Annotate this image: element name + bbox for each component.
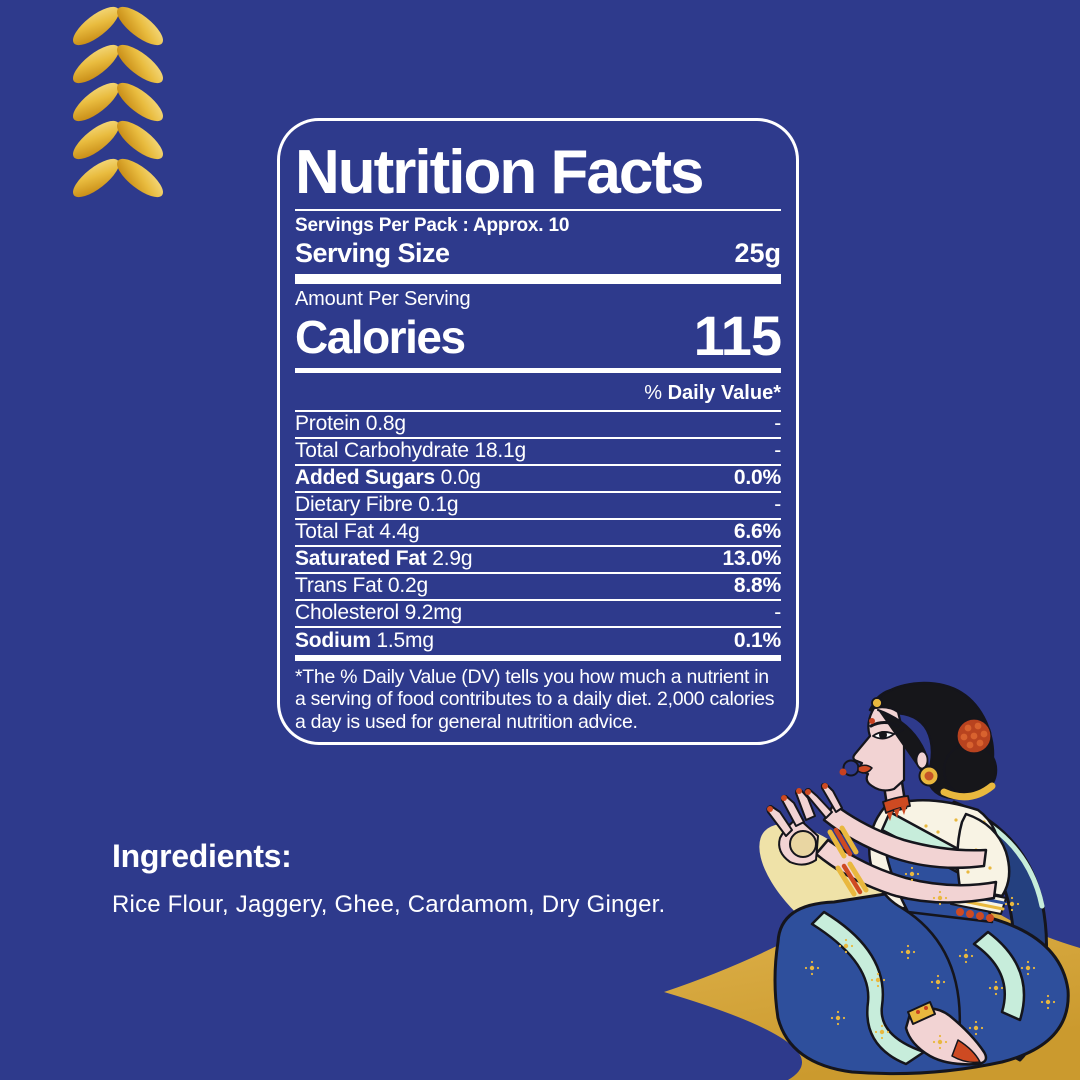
serving-size-label: Serving Size (295, 237, 450, 268)
calories-value: 115 (693, 303, 782, 367)
eyebrow (869, 721, 900, 728)
bangles (827, 825, 869, 897)
nutrient-label: Sodium 1.5mg (295, 629, 434, 653)
nutrient-label: Added Sugars 0.0g (295, 466, 481, 490)
seated-woman-illustration (664, 681, 1080, 1080)
nutrient-label: Total Carbohydrate 18.1g (295, 439, 527, 463)
nutrient-label: Total Fat 4.4g (295, 520, 420, 544)
serving-size-value: 25g (734, 237, 781, 268)
wheat-chevrons-icon (67, 2, 169, 198)
nutrient-value: 0.0% (733, 466, 781, 490)
daily-value-header: % Daily Value* (644, 381, 781, 404)
nutrient-row: Cholesterol 9.2mg - (295, 601, 781, 628)
nutrient-label: Cholesterol 9.2mg (295, 601, 463, 625)
nutrient-value: - (774, 412, 781, 436)
nutrient-label: Trans Fat 0.2g (295, 574, 428, 598)
section-divider-thick (295, 273, 781, 284)
amount-per-serving: Amount Per Serving (295, 287, 471, 310)
nutrient-row: Trans Fat 0.2g 8.8% (295, 574, 781, 601)
title-divider (295, 208, 781, 211)
calories-label: Calories (295, 310, 466, 363)
front-arm (814, 838, 998, 904)
hands (766, 782, 843, 866)
calories-divider (295, 367, 781, 373)
woman-figure (766, 681, 1070, 1076)
footer-divider-thick (295, 654, 781, 661)
nutrient-value: 6.6% (733, 520, 781, 544)
laddu-ball (789, 830, 817, 858)
serving-size-row: Serving Size 25g (295, 238, 781, 268)
nutrient-rows: Protein 0.8g - Total Carbohydrate 18.1g - Ad… (295, 409, 781, 655)
nutrient-value: - (774, 439, 781, 463)
ingredients-heading: Ingredients: (112, 838, 292, 874)
nutrient-value: 8.8% (733, 574, 781, 598)
nutrient-row: Total Carbohydrate 18.1g - (295, 439, 781, 466)
nutrient-row: Saturated Fat 2.9g 13.0% (295, 547, 781, 574)
nutrient-row: Added Sugars 0.0g 0.0% (295, 466, 781, 493)
anklet (907, 1001, 936, 1025)
nutrient-value: 0.1% (733, 629, 781, 653)
nutrient-value: 13.0% (722, 547, 781, 571)
calories-row: Calories 115 (295, 303, 782, 367)
nutrient-row: Protein 0.8g - (295, 412, 781, 439)
nutrient-row: Sodium 1.5mg 0.1% (295, 628, 781, 655)
maang-tikka (871, 697, 883, 709)
sari-border-ribbon (810, 910, 926, 1066)
nutrient-label: Protein 0.8g (295, 412, 406, 436)
servings-per-pack: Servings Per Pack : Approx. 10 (295, 214, 570, 236)
nutrient-label: Saturated Fat 2.9g (295, 547, 473, 571)
bindi (869, 718, 875, 724)
ingredients-block: Ingredients: Rice Flour, Jaggery, Ghee, … (112, 838, 665, 919)
ingredients-text: Rice Flour, Jaggery, Ghee, Cardamom, Dry… (112, 891, 666, 918)
necklace (882, 795, 911, 814)
panel-title: Nutrition Facts (295, 138, 704, 207)
nutrient-value: - (774, 601, 781, 625)
nutrient-row: Dietary Fibre 0.1g - (295, 493, 781, 520)
bun-flowers (956, 718, 992, 754)
bun-gold-band (940, 782, 996, 801)
nutrient-row: Total Fat 4.4g 6.6% (295, 520, 781, 547)
nutrient-value: - (774, 493, 781, 517)
ear (915, 750, 929, 770)
lips (857, 764, 873, 774)
nutrient-label: Dietary Fibre 0.1g (295, 493, 459, 517)
nutrition-facts-panel: Nutrition Facts Servings Per Pack : Appr… (277, 118, 799, 745)
daily-value-footnote: *The % Daily Value (DV) tells you how mu… (295, 665, 775, 733)
